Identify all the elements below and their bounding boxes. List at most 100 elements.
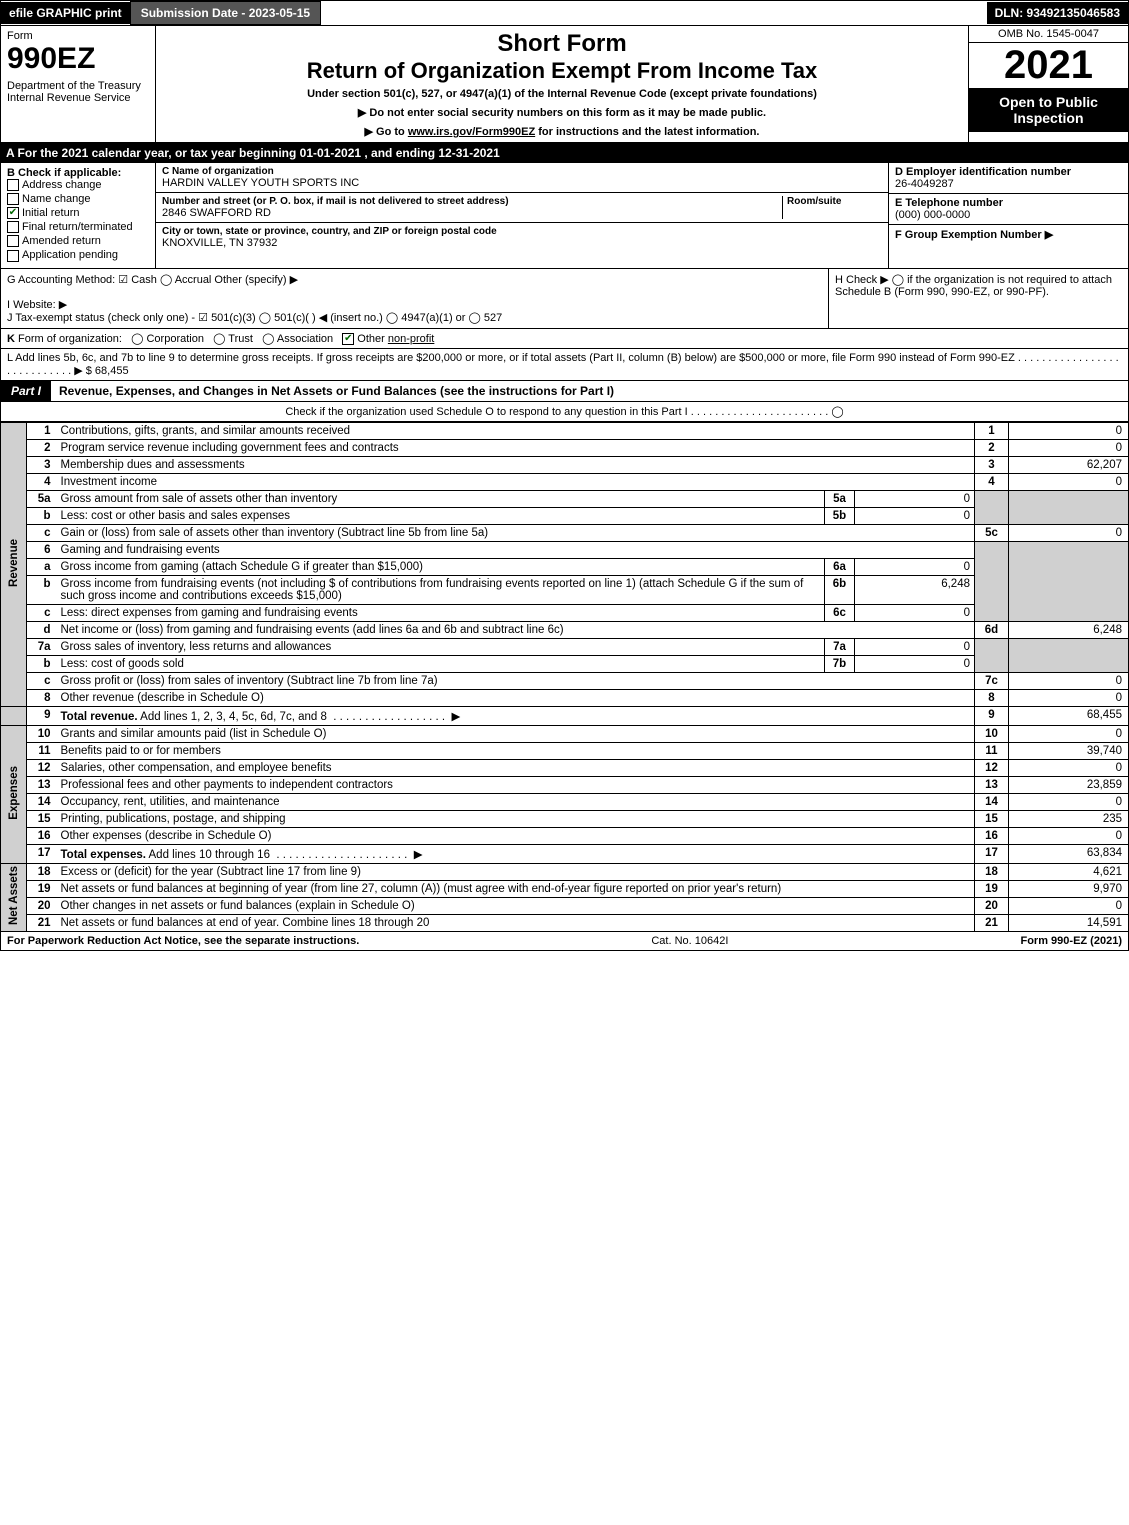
part-i-header: Part I Revenue, Expenses, and Changes in… [0, 381, 1129, 402]
num-10: 10 [975, 725, 1009, 742]
efile-label[interactable]: efile GRAPHIC print [1, 2, 130, 24]
amt-7a-shade [1009, 638, 1129, 655]
street-cell: Number and street (or P. O. box, if mail… [156, 193, 888, 223]
desc-11: Benefits paid to or for members [57, 742, 975, 759]
desc-19: Net assets or fund balances at beginning… [57, 880, 975, 897]
desc-9: Total revenue. Add lines 1, 2, 3, 4, 5c,… [57, 706, 975, 725]
col-b-title: B Check if applicable: [7, 167, 121, 179]
header-left: Form 990EZ Department of the TreasuryInt… [1, 26, 156, 142]
group-exempt-cell: F Group Exemption Number ▶ [889, 225, 1128, 244]
amt-13: 23,859 [1009, 776, 1129, 793]
amt-6a-shade [1009, 558, 1129, 575]
num-12: 12 [975, 759, 1009, 776]
chk-name-change[interactable]: Name change [7, 193, 149, 205]
ln-7b: b [27, 655, 57, 672]
amt-1: 0 [1009, 422, 1129, 439]
amt-11: 39,740 [1009, 742, 1129, 759]
desc-5b: Less: cost or other basis and sales expe… [57, 507, 825, 524]
line-a: A For the 2021 calendar year, or tax yea… [0, 143, 1129, 163]
subval-7a: 0 [855, 638, 975, 655]
street-value: 2846 SWAFFORD RD [162, 207, 782, 219]
amt-20: 0 [1009, 897, 1129, 914]
form-header: Form 990EZ Department of the TreasuryInt… [0, 26, 1129, 143]
netassets-vlabel: Net Assets [1, 863, 27, 931]
tel-label: E Telephone number [895, 197, 1003, 209]
subval-6c: 0 [855, 604, 975, 621]
irs-link[interactable]: www.irs.gov/Form990EZ [408, 126, 535, 138]
revenue-vlabel: Revenue [1, 422, 27, 706]
street-label: Number and street (or P. O. box, if mail… [162, 196, 782, 207]
amt-14: 0 [1009, 793, 1129, 810]
num-6d: 6d [975, 621, 1009, 638]
ln-17: 17 [27, 844, 57, 863]
tel-cell: E Telephone number (000) 000-0000 [889, 194, 1128, 225]
sub-7a: 7a [825, 638, 855, 655]
expenses-vlabel: Expenses [1, 725, 27, 863]
sub-5a: 5a [825, 490, 855, 507]
ln-5a: 5a [27, 490, 57, 507]
form-number: 990EZ [7, 42, 149, 76]
ln-10: 10 [27, 725, 57, 742]
desc-7a: Gross sales of inventory, less returns a… [57, 638, 825, 655]
amt-7c: 0 [1009, 672, 1129, 689]
num-1: 1 [975, 422, 1009, 439]
ln-5c: c [27, 524, 57, 541]
city-label: City or town, state or province, country… [162, 226, 882, 237]
return-title: Return of Organization Exempt From Incom… [164, 58, 960, 84]
short-form-title: Short Form [164, 30, 960, 58]
ln-14: 14 [27, 793, 57, 810]
part-i-grid: Revenue 1 Contributions, gifts, grants, … [0, 422, 1129, 932]
chk-address-change[interactable]: Address change [7, 179, 149, 191]
city-value: KNOXVILLE, TN 37932 [162, 237, 882, 249]
amt-8: 0 [1009, 689, 1129, 706]
num-9: 9 [975, 706, 1009, 725]
line-h: H Check ▶ ◯ if the organization is not r… [828, 269, 1128, 328]
line-k-text: K Form of organization: ◯ Corporation ◯ … [7, 333, 434, 345]
subval-7b: 0 [855, 655, 975, 672]
col-def: D Employer identification number 26-4049… [888, 163, 1128, 268]
num-16: 16 [975, 827, 1009, 844]
num-19: 19 [975, 880, 1009, 897]
ln-21: 21 [27, 914, 57, 931]
chk-application-pending[interactable]: Application pending [7, 249, 149, 261]
desc-12: Salaries, other compensation, and employ… [57, 759, 975, 776]
amt-5c: 0 [1009, 524, 1129, 541]
amt-3: 62,207 [1009, 456, 1129, 473]
col-c: C Name of organization HARDIN VALLEY YOU… [156, 163, 888, 268]
chk-amended-return[interactable]: Amended return [7, 235, 149, 247]
sub-6b: 6b [825, 575, 855, 604]
chk-final-return[interactable]: Final return/terminated [7, 221, 149, 233]
ln-7c: c [27, 672, 57, 689]
desc-20: Other changes in net assets or fund bala… [57, 897, 975, 914]
submission-date: Submission Date - 2023-05-15 [130, 1, 321, 25]
footer-left: For Paperwork Reduction Act Notice, see … [7, 935, 359, 947]
num-7b-shade [975, 655, 1009, 672]
subval-5b: 0 [855, 507, 975, 524]
ln-19: 19 [27, 880, 57, 897]
ssn-note: ▶ Do not enter social security numbers o… [164, 106, 960, 119]
num-17: 17 [975, 844, 1009, 863]
line-i: I Website: ▶ [7, 298, 822, 311]
desc-6a: Gross income from gaming (attach Schedul… [57, 558, 825, 575]
amt-7b-shade [1009, 655, 1129, 672]
section-bcdef: B Check if applicable: Address change Na… [0, 163, 1129, 269]
line-k: K Form of organization: ◯ Corporation ◯ … [0, 329, 1129, 349]
num-18: 18 [975, 863, 1009, 880]
sub-5b: 5b [825, 507, 855, 524]
ln-7a: 7a [27, 638, 57, 655]
ln-6b: b [27, 575, 57, 604]
amt-16: 0 [1009, 827, 1129, 844]
goto-note: ▶ Go to www.irs.gov/Form990EZ for instru… [164, 125, 960, 138]
ln-12: 12 [27, 759, 57, 776]
part-i-check: Check if the organization used Schedule … [0, 402, 1129, 422]
ein-label: D Employer identification number [895, 166, 1071, 178]
col-b: B Check if applicable: Address change Na… [1, 163, 156, 268]
desc-6d: Net income or (loss) from gaming and fun… [57, 621, 975, 638]
amt-6-shade [1009, 541, 1129, 558]
desc-3: Membership dues and assessments [57, 456, 975, 473]
desc-16: Other expenses (describe in Schedule O) [57, 827, 975, 844]
desc-5c: Gain or (loss) from sale of assets other… [57, 524, 975, 541]
chk-initial-return[interactable]: Initial return [7, 207, 149, 219]
num-6c-shade [975, 604, 1009, 621]
amt-4: 0 [1009, 473, 1129, 490]
